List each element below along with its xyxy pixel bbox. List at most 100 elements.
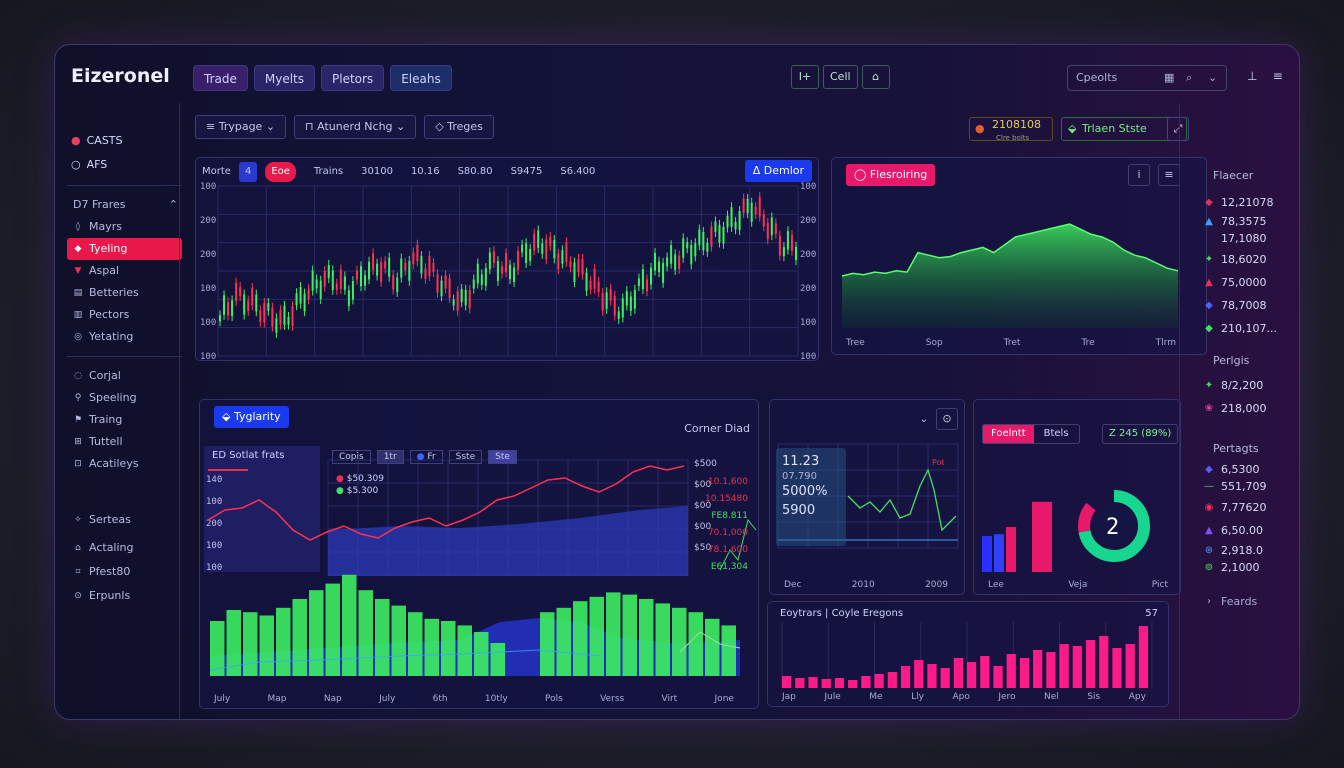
right-item[interactable]: ◆ 210,107...: [1203, 317, 1295, 340]
feards-link[interactable]: › Feards: [1203, 590, 1295, 613]
home-icon[interactable]: ⌂: [861, 65, 890, 89]
tab-trade[interactable]: Trade: [193, 65, 248, 91]
right-item[interactable]: 17,1080: [1221, 232, 1267, 245]
tool-button-cell[interactable]: Cell: [823, 65, 858, 89]
mini-line: [847, 468, 957, 532]
chart-tab-type[interactable]: Eoe: [265, 162, 296, 182]
chart-tab-mode[interactable]: Morte: [202, 166, 231, 177]
menu-icon[interactable]: ≡: [1272, 69, 1283, 83]
sidebar-item-traing[interactable]: ⚑ Traing: [67, 409, 182, 431]
user-icon[interactable]: ⊥: [1247, 69, 1258, 83]
inner-tab[interactable]: Ste: [488, 450, 517, 464]
sidebar-item-acatileys[interactable]: ⊡ Acatileys: [67, 453, 182, 475]
right-item[interactable]: ✦ 8/2,200: [1203, 374, 1295, 397]
area-x-axis: Tree Sop Tret Tre Tlrm: [846, 338, 1176, 348]
right-item[interactable]: ⊚ 2,1000: [1204, 561, 1260, 574]
right-item[interactable]: ⊛ 2,918.0: [1204, 544, 1263, 557]
sidebar-item-mayrs[interactable]: ◊ Mayrs: [67, 216, 182, 238]
multi-chart[interactable]: 140 100 200 100 100: [200, 400, 760, 710]
sidebar-item-actaling[interactable]: ⌂ Actaling: [67, 537, 182, 559]
search-icon[interactable]: ⌕: [1186, 71, 1193, 84]
tool-button-add[interactable]: I+: [791, 65, 819, 89]
filter-bar: ≡ Trypage ⌄ ⊓ Atunerd Nchg ⌄ ◇ Treges: [195, 115, 494, 139]
filter-range-dropdown[interactable]: ⊓ Atunerd Nchg ⌄: [294, 115, 417, 139]
tab-myelts[interactable]: Myelts: [253, 65, 315, 91]
right-axis: $500 $00 $00 $00 $50: [694, 459, 717, 553]
sidebar-header-casts[interactable]: ● CASTS: [67, 129, 182, 153]
sidebar-section[interactable]: D7 Frares ⌃: [67, 194, 182, 216]
right-item[interactable]: ▲ 78,3575: [1203, 214, 1295, 230]
filter-type-dropdown[interactable]: ≡ Trypage ⌄: [195, 115, 287, 139]
grid-icon[interactable]: ▦: [1164, 71, 1175, 84]
inner-tab[interactable]: Sste: [448, 450, 483, 464]
candle: [649, 267, 652, 285]
sidebar-item-pfest80[interactable]: ⌗ Pfest80: [67, 561, 182, 583]
chevron-down-icon[interactable]: ⌄: [919, 414, 928, 425]
sidebar-item-yetating[interactable]: ◎ Yetating: [67, 326, 182, 348]
flesroiring-button[interactable]: ◯ Flesroiring: [846, 164, 936, 186]
tab-eleahs[interactable]: Eleahs: [390, 65, 452, 91]
sidebar-item-tuttell[interactable]: ⊞ Tuttell: [67, 431, 182, 453]
right-item[interactable]: ◉ 7,77620: [1203, 496, 1295, 519]
toggle-option[interactable]: Btels: [1043, 428, 1069, 439]
sidebar-item-pectors[interactable]: ▥ Pectors: [67, 304, 182, 326]
tab-pletors[interactable]: Pletors: [321, 65, 385, 91]
chart-tab-interval[interactable]: 4: [238, 162, 258, 182]
donut-center-value: 2: [1106, 515, 1119, 540]
toggle-option-active[interactable]: Foelntt: [983, 425, 1034, 443]
user-menu[interactable]: ⊥ ≡: [1247, 69, 1283, 83]
donut-panel: 2 Foelntt Btels Z 245 (89%) Lee Veja Pic…: [973, 399, 1181, 595]
volume-bar: [540, 612, 555, 676]
candle: [746, 198, 749, 214]
candle: [452, 299, 455, 306]
demlor-button[interactable]: Δ Demlor: [744, 160, 812, 182]
sidebar-item-tyeling[interactable]: ◆ Tyeling: [67, 238, 182, 260]
candlestick-chart[interactable]: 100200200100100100100200200200100100Jlin…: [196, 158, 820, 362]
donut-x-axis: Lee Veja Pict: [988, 580, 1168, 590]
expand-icon[interactable]: ⤢: [1167, 117, 1189, 141]
chart-tab-trains[interactable]: Trains: [313, 166, 344, 177]
candle: [392, 275, 395, 290]
pink-bar: [782, 676, 792, 688]
market-status[interactable]: ⬙ Trlaen Stste: [1061, 117, 1187, 141]
candle: [613, 295, 616, 316]
candle: [718, 224, 721, 243]
sidebar-item-speeling[interactable]: ⚲ Speeling: [67, 387, 182, 409]
inner-tab[interactable]: Copis: [332, 450, 371, 464]
sidebar-item-serteas[interactable]: ✧ Serteas: [67, 509, 182, 531]
right-item[interactable]: ▲ 6,50.00: [1203, 519, 1295, 542]
pink-bar-chart[interactable]: [768, 602, 1170, 708]
donut-chart[interactable]: 2: [974, 400, 1182, 596]
pink-bar: [795, 678, 805, 688]
area-chart[interactable]: [832, 158, 1208, 356]
right-item[interactable]: ◆ 6,5300: [1203, 462, 1295, 478]
sidebar-item-aspal[interactable]: ▼ Aspal: [67, 260, 182, 282]
right-item[interactable]: —551,709: [1203, 478, 1295, 496]
list-icon[interactable]: ≡: [1158, 164, 1180, 186]
pink-bar: [821, 679, 831, 688]
sidebar-item-erpunls[interactable]: ⊙ Erpunls: [67, 585, 182, 607]
candle: [734, 221, 737, 230]
candle: [742, 198, 745, 213]
candle: [504, 253, 507, 273]
filter-tags-button[interactable]: ◇ Treges: [424, 115, 494, 139]
chevron-down-icon[interactable]: ⌄: [1208, 71, 1218, 84]
donut-toggle[interactable]: Foelntt Btels: [982, 424, 1080, 444]
sidebar-header-afs[interactable]: ○ AFS: [67, 153, 182, 177]
right-item[interactable]: ◆ 12,21078: [1203, 191, 1295, 214]
mini-line-chart[interactable]: [770, 400, 966, 596]
right-item[interactable]: ❀ 218,000: [1203, 397, 1295, 420]
right-item[interactable]: ✦ 18,6020: [1203, 248, 1295, 271]
info-icon[interactable]: ⅰ: [1128, 164, 1150, 186]
inner-tab[interactable]: ● Fr: [409, 450, 443, 464]
sidebar-item-betteries[interactable]: ▤ Betteries: [67, 282, 182, 304]
search-input[interactable]: Cpeolts ▦ ⌕ ⌄: [1067, 65, 1227, 91]
right-item[interactable]: ▲ 75,0000: [1203, 271, 1295, 294]
inner-tab[interactable]: 1tr: [376, 450, 404, 464]
sidebar-item-corjal[interactable]: ◌ Corjal: [67, 365, 182, 387]
candle: [428, 255, 431, 276]
tyglarity-button[interactable]: ⬙ Tyglarity: [214, 406, 289, 428]
right-item[interactable]: ◆ 78,7008: [1203, 294, 1295, 317]
settings-icon[interactable]: ⊙: [936, 408, 958, 430]
price-pill[interactable]: ● 2108108 Clre bolts: [969, 117, 1053, 142]
